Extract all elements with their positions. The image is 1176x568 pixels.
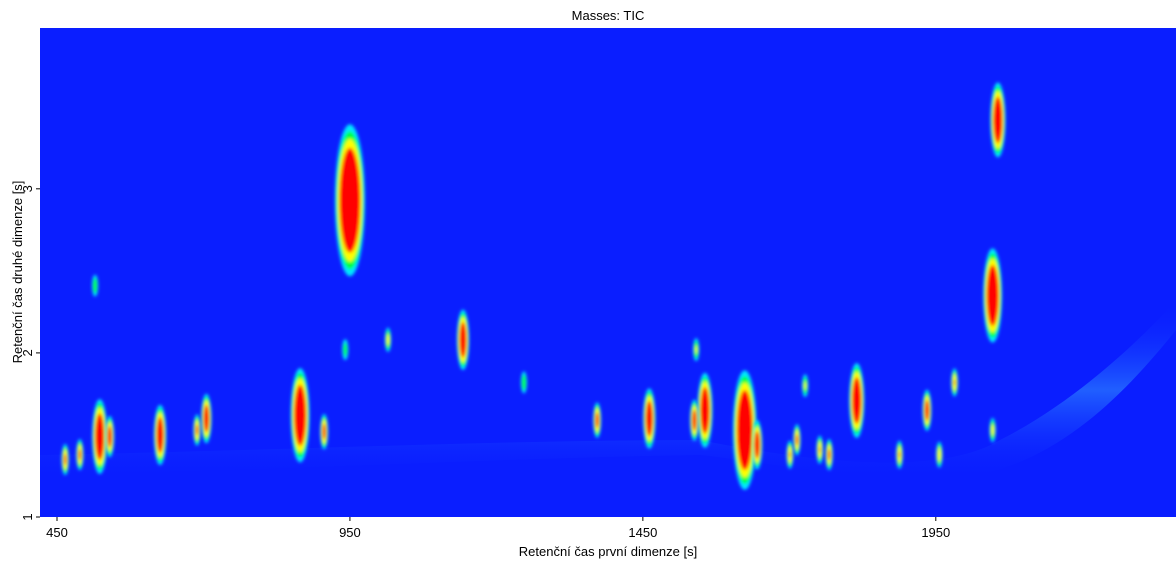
- x-tick-label: 1950: [921, 525, 950, 540]
- x-tick-label: 950: [339, 525, 361, 540]
- peak-level: [692, 409, 697, 431]
- peak-level: [852, 377, 862, 424]
- peak: [693, 338, 700, 362]
- peak: [105, 415, 115, 458]
- peak-level: [459, 322, 467, 358]
- peak: [989, 417, 996, 443]
- peak-level: [986, 265, 999, 326]
- peak: [951, 368, 958, 397]
- peak: [983, 248, 1003, 343]
- peak-level: [92, 277, 98, 294]
- peak: [92, 274, 99, 297]
- peak: [76, 439, 84, 471]
- peak: [342, 339, 349, 361]
- x-tick-label: 1450: [628, 525, 657, 540]
- peak-level: [795, 434, 799, 446]
- peak-level: [294, 384, 307, 446]
- peak-level: [700, 387, 710, 434]
- peak: [936, 441, 943, 468]
- peak-level: [789, 451, 791, 458]
- peak: [320, 413, 329, 450]
- peak-level: [156, 417, 164, 453]
- peak-level: [339, 147, 361, 253]
- peak: [786, 440, 794, 469]
- peak-level: [343, 342, 348, 357]
- peak-level: [827, 449, 831, 461]
- peak: [793, 424, 801, 456]
- peak: [751, 420, 763, 470]
- peak: [92, 399, 108, 475]
- peak-level: [63, 454, 67, 466]
- x-tick-label: 450: [46, 525, 68, 540]
- peak: [732, 370, 757, 490]
- peak-level: [595, 412, 599, 428]
- peak-level: [645, 400, 653, 437]
- peak-level: [924, 400, 930, 421]
- peak-level: [195, 424, 199, 436]
- peak-level: [993, 96, 1003, 144]
- peak: [690, 399, 699, 441]
- peak-level: [95, 413, 105, 460]
- peak: [153, 404, 167, 466]
- peak: [697, 372, 713, 448]
- peak: [896, 440, 903, 469]
- peak-level: [107, 426, 112, 447]
- peak-level: [736, 390, 753, 470]
- x-axis-label: Retenční čas první dimenze [s]: [519, 544, 697, 559]
- y-tick-label: 1: [20, 513, 35, 520]
- y-axis-label: Retenční čas druhé dimenze [s]: [10, 181, 25, 364]
- peak: [643, 388, 656, 449]
- peak-level: [78, 449, 82, 461]
- peak: [334, 124, 365, 277]
- peak: [990, 82, 1006, 158]
- peak: [520, 371, 527, 394]
- peak: [384, 327, 392, 352]
- peak-level: [386, 334, 390, 346]
- baseline-ridge: [40, 300, 1176, 480]
- y-tick-label: 2: [20, 349, 35, 356]
- peak: [193, 414, 201, 446]
- peak-level: [521, 374, 527, 391]
- peak: [825, 439, 833, 471]
- peak: [802, 374, 809, 398]
- peak-level: [819, 446, 821, 453]
- peak-level: [203, 405, 210, 433]
- peak-level: [322, 423, 326, 440]
- peak-level: [991, 424, 995, 436]
- peak: [593, 402, 602, 438]
- peak-level: [937, 447, 942, 462]
- peak-level: [804, 381, 807, 390]
- peak-level: [695, 345, 698, 354]
- chart-title: Masses: TIC: [572, 8, 645, 23]
- peak: [61, 443, 69, 476]
- peaks: [61, 82, 1006, 490]
- peak: [456, 309, 470, 370]
- y-tick-label: 3: [20, 185, 35, 192]
- peak-level: [953, 379, 956, 386]
- peak: [201, 393, 212, 444]
- peak: [849, 363, 865, 438]
- peak-level: [754, 431, 760, 459]
- peak: [290, 368, 310, 463]
- peak: [816, 435, 824, 464]
- peak: [922, 389, 932, 431]
- peak-level: [898, 451, 901, 458]
